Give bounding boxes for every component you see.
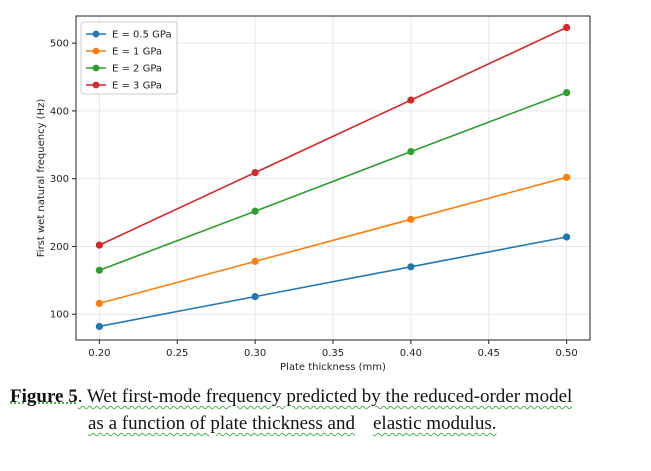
data-point (251, 257, 259, 265)
y-tick-label: 300 (50, 174, 69, 185)
legend: E = 0.5 GPa E = 1 GPa E = 2 GPa E = 3 GPa (80, 21, 178, 95)
axis-ticks: 0.20 0.25 0.30 0.35 0.40 0.45 0.50 100 200 300 400… (50, 39, 578, 359)
x-tick-label: 0.25 (166, 348, 188, 359)
legend-box (80, 21, 178, 95)
data-point (563, 88, 571, 97)
data-point (407, 96, 415, 104)
data-point (563, 173, 571, 181)
caption-text-2a: as a function of plate thickness and (88, 413, 355, 434)
caption-line-2: as a function of plate thickness and elas… (88, 411, 496, 437)
y-axis-label: First wet natural frequency (Hz) (36, 99, 47, 258)
legend-marker-2 (92, 47, 100, 55)
x-tick-label: 0.50 (556, 348, 578, 359)
caption-text-1: . Wet first-mode frequency predicted by … (77, 386, 573, 407)
data-point (251, 168, 259, 177)
legend-label-2: E = 1 GPa (112, 47, 162, 58)
legend-marker-4 (92, 81, 100, 89)
series-lines (95, 23, 571, 331)
chart: 0.20 0.25 0.30 0.35 0.40 0.45 0.50 100 200 300 400… (36, 15, 591, 373)
legend-label-1: E = 0.5 GPa (112, 30, 172, 41)
data-point (407, 263, 415, 271)
series-line-3 (99, 91, 567, 271)
series-line-2 (99, 176, 567, 305)
legend-marker-1 (92, 30, 100, 38)
y-tick-label: 500 (50, 39, 69, 50)
legend-label-4: E = 3 GPa (112, 81, 162, 92)
data-point (251, 207, 259, 215)
y-tick-label: 400 (50, 106, 69, 117)
series-line-4 (99, 26, 567, 246)
data-point (563, 233, 571, 241)
series-line-1 (99, 236, 567, 328)
data-point (95, 299, 103, 307)
caption-text-2b: elastic modulus. (372, 413, 497, 434)
y-tick-label: 200 (50, 242, 69, 253)
x-tick-label: 0.45 (478, 348, 500, 359)
x-axis-label: Plate thickness (mm) (280, 362, 386, 373)
figure-label: Figure 5 (10, 386, 78, 407)
x-tick-label: 0.30 (244, 348, 266, 359)
data-point (95, 241, 103, 249)
data-point (251, 293, 259, 301)
y-tick-label: 100 (50, 310, 69, 321)
caption-line-1: Figure 5. Wet first-mode frequency predi… (10, 384, 572, 410)
data-point (563, 23, 571, 32)
legend-marker-3 (92, 64, 100, 72)
legend-label-3: E = 2 GPa (112, 64, 162, 75)
data-point (95, 266, 103, 274)
x-tick-label: 0.20 (88, 348, 110, 359)
data-point (407, 215, 415, 223)
x-tick-label: 0.35 (322, 348, 344, 359)
x-tick-label: 0.40 (400, 348, 422, 359)
data-point (407, 147, 415, 156)
data-point (95, 322, 103, 331)
